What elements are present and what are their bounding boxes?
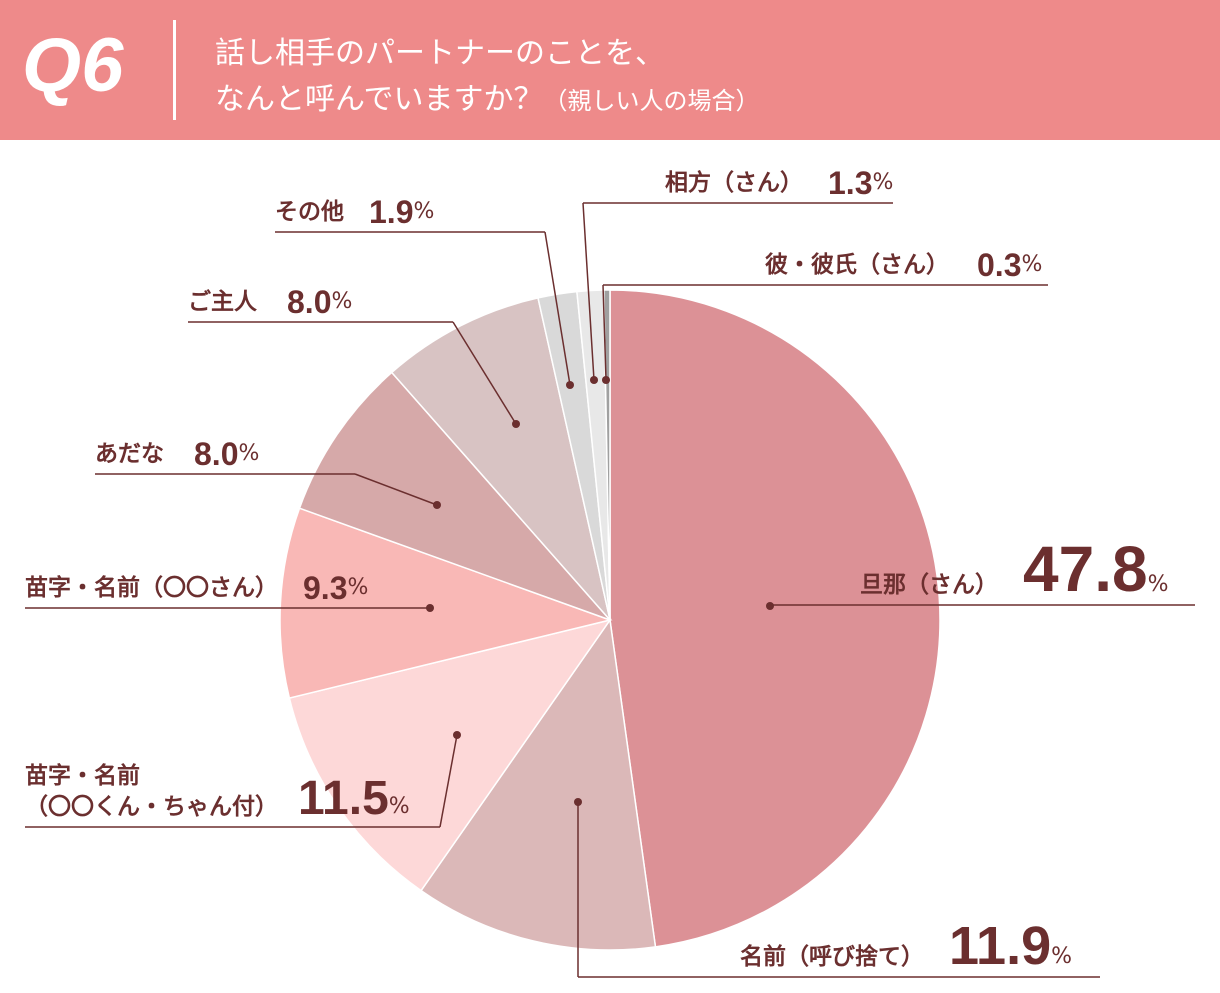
leader-line xyxy=(544,231,571,386)
value-label: 8.0 xyxy=(287,284,332,320)
leader-dot xyxy=(433,501,441,509)
unit-label: % xyxy=(1021,252,1043,278)
slice-label: 旦那（さん） 47.8% xyxy=(860,537,1168,601)
slice-label: 相方（さん） 1.3% xyxy=(665,167,893,199)
pie-slice xyxy=(609,289,941,948)
unit-label: % xyxy=(238,441,260,467)
leader-dot xyxy=(426,604,434,612)
unit-label: % xyxy=(1147,572,1169,598)
slice-label: 彼・彼氏（さん） 0.3% xyxy=(765,249,1042,281)
unit-label: % xyxy=(872,170,894,196)
leader-dot xyxy=(512,420,520,428)
unit-label: % xyxy=(331,289,353,315)
unit-label: % xyxy=(1051,944,1073,970)
header: Q6 話し相手のパートナーのことを、 なんと呼んでいますか？（親しい人の場合） xyxy=(0,0,1220,140)
slice-label: 名前（呼び捨て） 11.9% xyxy=(740,919,1072,973)
unit-label: % xyxy=(413,199,435,225)
title-line: なんと呼んでいますか？（親しい人の場合） xyxy=(215,74,760,118)
category-label: 名前（呼び捨て） xyxy=(740,943,924,970)
leader-line xyxy=(354,473,438,506)
category-label: その他 xyxy=(275,198,344,225)
pie-slice xyxy=(420,618,657,951)
slice-label: 苗字・名前 （〇〇くん・ちゃん付） 11.5% xyxy=(25,761,410,823)
leader-dot xyxy=(453,731,461,739)
value-label: 11.5 xyxy=(298,772,389,825)
value-label: 8.0 xyxy=(194,436,239,472)
leader-dot xyxy=(602,376,610,384)
category-label: 彼・彼氏（さん） xyxy=(765,251,949,278)
value-label: 0.3 xyxy=(977,247,1022,283)
category-label: 苗字・名前（〇〇さん） xyxy=(25,574,278,601)
unit-label: % xyxy=(347,575,369,601)
leader-line xyxy=(602,284,607,381)
category-label: 苗字・名前 （〇〇くん・ちゃん付） xyxy=(25,762,278,820)
leader-line xyxy=(439,734,458,828)
title-line: 話し相手のパートナーのことを、 xyxy=(215,36,665,71)
slice-label: その他 1.9% xyxy=(275,196,434,228)
slice-label: ご主人 8.0% xyxy=(188,286,352,318)
value-label: 9.3 xyxy=(303,570,348,606)
subtitle: （親しい人の場合） xyxy=(543,87,760,115)
leader-dot xyxy=(566,381,574,389)
value-label: 1.9 xyxy=(369,194,414,230)
pie-slice xyxy=(279,507,613,699)
pie-slice xyxy=(288,618,612,892)
category-label: あだな xyxy=(95,440,164,467)
leader-dot xyxy=(766,602,774,610)
category-label: ご主人 xyxy=(188,288,257,315)
value-label: 11.9 xyxy=(949,916,1052,976)
unit-label: % xyxy=(388,794,410,820)
leader-dot xyxy=(574,798,582,806)
pie-slice xyxy=(298,371,611,621)
question-badge: Q6 xyxy=(22,23,124,108)
slice-label: 苗字・名前（〇〇さん） 9.3% xyxy=(25,572,368,604)
category-label: 相方（さん） xyxy=(665,169,803,196)
slice-label: あだな 8.0% xyxy=(95,438,259,470)
leader-dot xyxy=(590,376,598,384)
divider xyxy=(173,20,176,120)
value-label: 47.8 xyxy=(1023,533,1148,605)
category-label: 旦那（さん） xyxy=(860,571,998,598)
leader-line xyxy=(582,202,595,381)
title-text: なんと呼んでいますか？ xyxy=(215,82,544,117)
leader-line xyxy=(452,321,517,425)
value-label: 1.3 xyxy=(828,165,873,201)
